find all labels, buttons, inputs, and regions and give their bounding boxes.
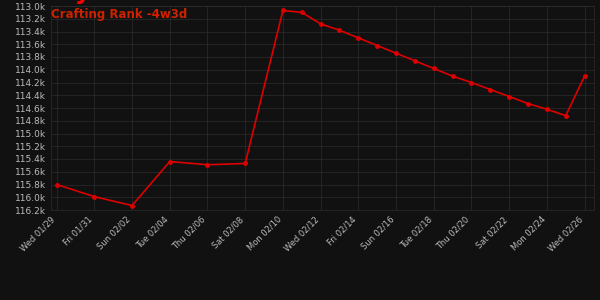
- Text: Myarthritis: Myarthritis: [51, 0, 208, 4]
- Text: Crafting Rank -4w3d: Crafting Rank -4w3d: [51, 8, 187, 21]
